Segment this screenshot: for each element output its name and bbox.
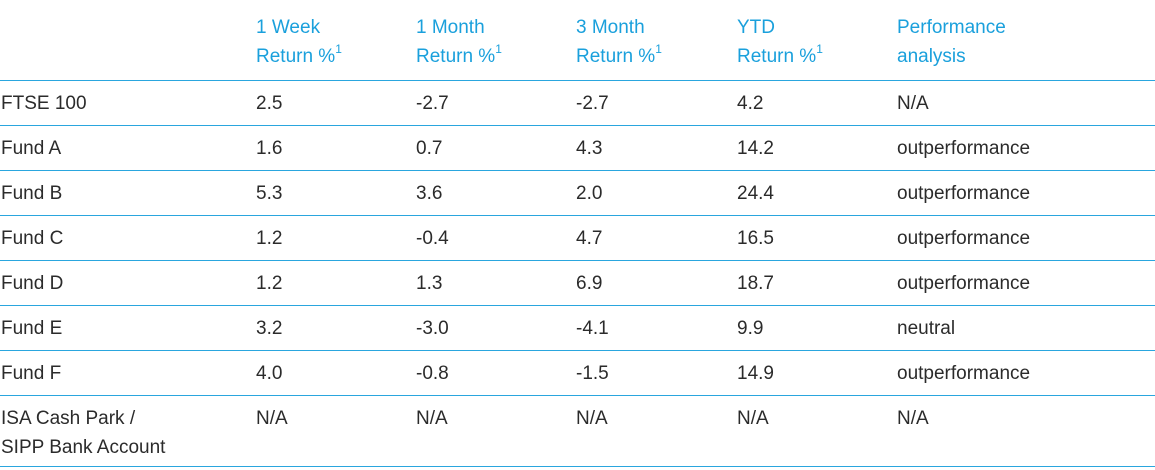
performance-analysis-cell: outperformance (893, 215, 1155, 261)
3-month-return-cell: 4.3 (572, 125, 733, 171)
fund-name-line1: ISA Cash Park / (1, 407, 136, 429)
table-row: Fund C 1.2 -0.4 4.7 16.5 outperformance (0, 215, 1155, 261)
3-month-return-cell: N/A (572, 395, 733, 467)
footnote-marker: 1 (495, 41, 502, 56)
header-cell-3-month-return: 3 Month Return %1 (572, 0, 733, 81)
header-line2: analysis (897, 46, 966, 67)
footnote-marker: 1 (816, 41, 823, 56)
fund-name-cell: Fund B (0, 170, 252, 216)
header-line2-wrap: Return %1 (256, 42, 412, 71)
1-month-return-cell: 0.7 (412, 125, 572, 171)
ytd-return-cell: N/A (733, 395, 893, 467)
1-week-return-cell: 2.5 (252, 80, 412, 126)
table-row: Fund E 3.2 -3.0 -4.1 9.9 neutral (0, 305, 1155, 351)
fund-name-cell: Fund A (0, 125, 252, 171)
header-line2-wrap: Return %1 (737, 42, 893, 71)
1-month-return-cell: -3.0 (412, 305, 572, 351)
table-header: 1 Week Return %1 1 Month Return %1 3 Mon… (0, 0, 1155, 81)
performance-analysis-cell: outperformance (893, 170, 1155, 216)
fund-name-cell: Fund E (0, 305, 252, 351)
fund-name: Fund D (1, 272, 64, 294)
performance-analysis-cell: outperformance (893, 260, 1155, 306)
1-month-return-cell: -0.4 (412, 215, 572, 261)
fund-name: FTSE 100 (1, 92, 87, 114)
3-month-return-cell: 6.9 (572, 260, 733, 306)
header-line1: 1 Week (256, 17, 321, 38)
table-row: ISA Cash Park / SIPP Bank Account N/A N/… (0, 395, 1155, 467)
fund-name: Fund C (1, 227, 64, 249)
header-cell-1-month-return: 1 Month Return %1 (412, 0, 572, 81)
1-month-return-cell: -2.7 (412, 80, 572, 126)
table-row: Fund F 4.0 -0.8 -1.5 14.9 outperformance (0, 350, 1155, 396)
header-cell-1-week-return: 1 Week Return %1 (252, 0, 412, 81)
header-cell-performance-analysis: Performance analysis (893, 0, 1155, 81)
header-line2: Return % (576, 46, 656, 67)
performance-analysis-cell: outperformance (893, 125, 1155, 171)
3-month-return-cell: -4.1 (572, 305, 733, 351)
header-cell-ytd-return: YTD Return %1 (733, 0, 893, 81)
header-line2-wrap: Return %1 (576, 42, 733, 71)
1-month-return-cell: N/A (412, 395, 572, 467)
fund-name: Fund A (1, 137, 62, 159)
header-line2-wrap: Return %1 (416, 42, 572, 71)
header-line1: 3 Month (576, 17, 645, 38)
1-week-return-cell: N/A (252, 395, 412, 467)
1-week-return-cell: 1.2 (252, 260, 412, 306)
table-row: Fund D 1.2 1.3 6.9 18.7 outperformance (0, 260, 1155, 306)
1-week-return-cell: 1.6 (252, 125, 412, 171)
3-month-return-cell: 2.0 (572, 170, 733, 216)
ytd-return-cell: 16.5 (733, 215, 893, 261)
1-week-return-cell: 5.3 (252, 170, 412, 216)
1-week-return-cell: 3.2 (252, 305, 412, 351)
header-line2: Return % (256, 46, 336, 67)
table-row: FTSE 100 2.5 -2.7 -2.7 4.2 N/A (0, 80, 1155, 126)
ytd-return-cell: 9.9 (733, 305, 893, 351)
performance-analysis-cell: outperformance (893, 350, 1155, 396)
1-week-return-cell: 4.0 (252, 350, 412, 396)
ytd-return-cell: 18.7 (733, 260, 893, 306)
1-week-return-cell: 1.2 (252, 215, 412, 261)
ytd-return-cell: 14.2 (733, 125, 893, 171)
3-month-return-cell: -2.7 (572, 80, 733, 126)
ytd-return-cell: 14.9 (733, 350, 893, 396)
header-line2: Return % (737, 46, 817, 67)
header-line1: Performance (897, 17, 1006, 38)
1-month-return-cell: 1.3 (412, 260, 572, 306)
header-line1: 1 Month (416, 17, 485, 38)
table-body: FTSE 100 2.5 -2.7 -2.7 4.2 N/A Fund A 1.… (0, 80, 1155, 467)
fund-name: Fund E (1, 317, 63, 339)
table-row: Fund A 1.6 0.7 4.3 14.2 outperformance (0, 125, 1155, 171)
fund-name-cell: Fund D (0, 260, 252, 306)
footnote-marker: 1 (335, 41, 342, 56)
fund-name-cell: ISA Cash Park / SIPP Bank Account (0, 395, 252, 467)
header-line2: Return % (416, 46, 496, 67)
3-month-return-cell: -1.5 (572, 350, 733, 396)
1-month-return-cell: -0.8 (412, 350, 572, 396)
header-cell-name (0, 0, 252, 81)
performance-analysis-cell: neutral (893, 305, 1155, 351)
fund-name-cell: Fund F (0, 350, 252, 396)
ytd-return-cell: 4.2 (733, 80, 893, 126)
fund-name: Fund B (1, 182, 63, 204)
fund-name-cell: FTSE 100 (0, 80, 252, 126)
header-row: 1 Week Return %1 1 Month Return %1 3 Mon… (0, 0, 1155, 81)
3-month-return-cell: 4.7 (572, 215, 733, 261)
performance-analysis-cell: N/A (893, 80, 1155, 126)
fund-name-cell: Fund C (0, 215, 252, 261)
1-month-return-cell: 3.6 (412, 170, 572, 216)
fund-name: Fund F (1, 362, 62, 384)
header-line1: YTD (737, 17, 775, 38)
performance-analysis-cell: N/A (893, 395, 1155, 467)
ytd-return-cell: 24.4 (733, 170, 893, 216)
fund-name-line2: SIPP Bank Account (1, 436, 166, 458)
footnote-marker: 1 (655, 41, 662, 56)
table-row: Fund B 5.3 3.6 2.0 24.4 outperformance (0, 170, 1155, 216)
